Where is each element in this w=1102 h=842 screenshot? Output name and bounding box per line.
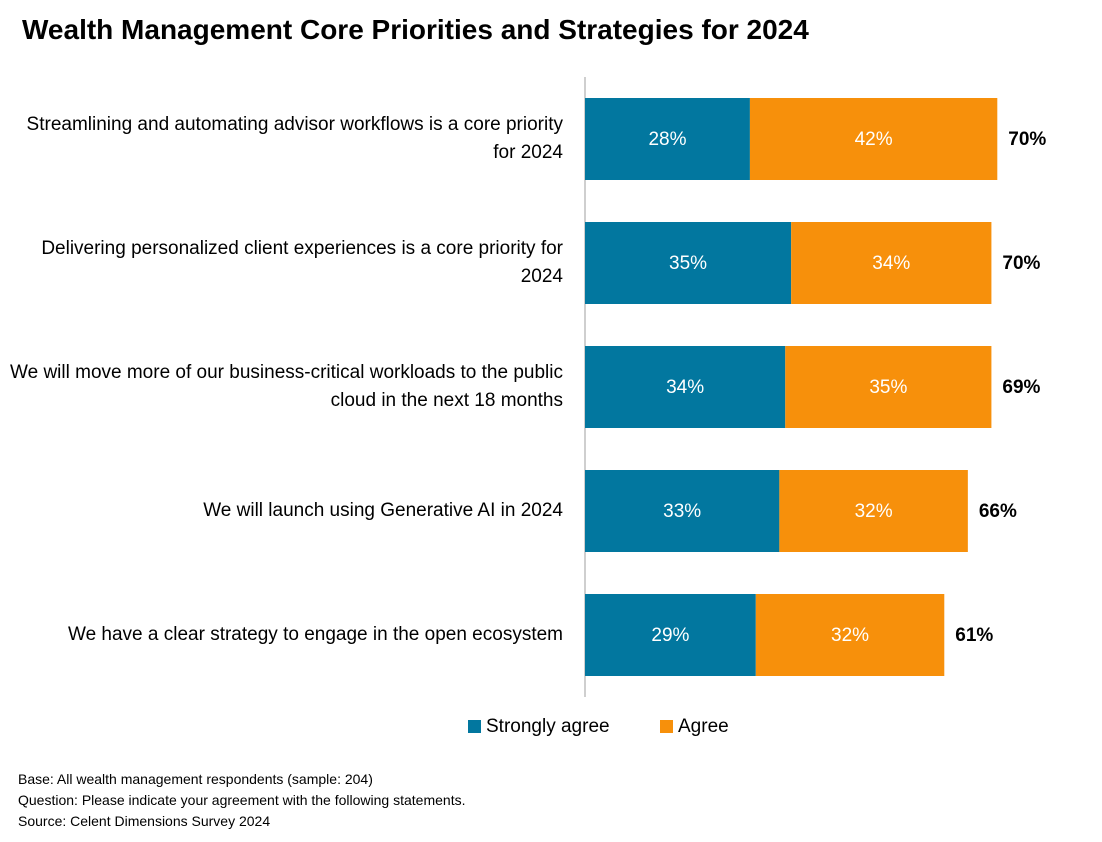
legend-swatch (660, 720, 673, 733)
bar-segment (785, 346, 992, 428)
bar-segment (755, 594, 945, 676)
category-label: We have a clear strategy to engage in th… (67, 624, 563, 645)
total-label: 66% (979, 501, 1017, 522)
segment-label: 42% (855, 129, 893, 150)
segment-label: 32% (855, 501, 893, 522)
legend-label: Strongly agree (486, 716, 610, 737)
bar-segment (779, 470, 968, 552)
total-label: 70% (1002, 253, 1040, 274)
total-label: 70% (1008, 129, 1046, 150)
bar-segment (585, 98, 750, 180)
segment-label: 34% (666, 377, 704, 398)
category-label: We will launch using Generative AI in 20… (203, 500, 563, 521)
segment-label: 33% (663, 501, 701, 522)
legend-label: Agree (678, 716, 729, 737)
segment-label: 35% (669, 253, 707, 274)
segment-label: 35% (869, 377, 907, 398)
total-label: 69% (1002, 377, 1040, 398)
footnote: Base: All wealth management respondents … (18, 771, 373, 787)
segment-label: 28% (648, 129, 686, 150)
segment-label: 34% (872, 253, 910, 274)
bar-segment (585, 222, 792, 304)
bar-segment (585, 346, 786, 428)
footnote: Source: Celent Dimensions Survey 2024 (18, 813, 271, 829)
bar-segment (585, 470, 780, 552)
chart-title: Wealth Management Core Priorities and St… (22, 14, 809, 45)
bar-segment (749, 98, 998, 180)
bar-segment (585, 594, 756, 676)
category-label: Delivering personalized client experienc… (41, 238, 563, 287)
legend-swatch (468, 720, 481, 733)
segment-label: 29% (651, 625, 689, 646)
category-label: We will move more of our business-critic… (10, 362, 563, 411)
footnote: Question: Please indicate your agreement… (18, 792, 466, 808)
total-label: 61% (955, 625, 993, 646)
bar-segment (791, 222, 992, 304)
segment-label: 32% (831, 625, 869, 646)
category-label: Streamlining and automating advisor work… (26, 114, 563, 163)
